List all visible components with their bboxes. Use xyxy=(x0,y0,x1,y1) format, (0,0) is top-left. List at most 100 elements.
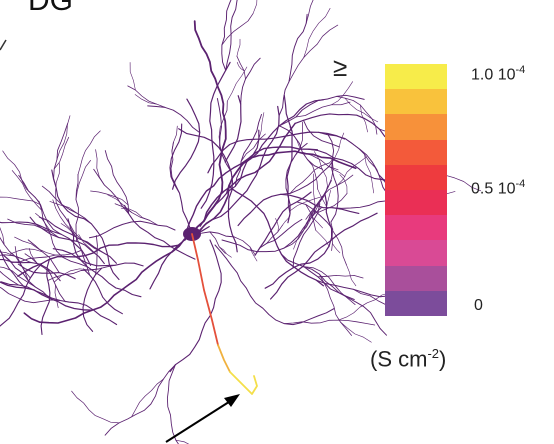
dendrite-branch xyxy=(203,122,296,222)
dendrite-branch xyxy=(340,321,372,343)
dendrite-branch xyxy=(53,123,69,188)
dendrite-branch xyxy=(221,13,254,46)
dendrite-branch xyxy=(75,174,79,242)
dendrite-branch xyxy=(71,390,120,424)
dendrite-branch xyxy=(330,221,347,266)
dendrite-branch xyxy=(17,242,181,277)
panel-edge-mark xyxy=(0,39,7,51)
dendrite-branch xyxy=(237,193,360,227)
dendrite-branch xyxy=(303,7,331,58)
dendrite-branch xyxy=(254,191,312,256)
dendrite-branch xyxy=(0,196,41,206)
dendrite-branch xyxy=(11,170,43,211)
dendrite-branch xyxy=(40,258,51,336)
dendrite-branch xyxy=(258,112,265,141)
colorbar-segment xyxy=(385,89,447,115)
dendrite-branch xyxy=(338,292,391,321)
dendrite-branch xyxy=(224,95,242,163)
dendrite-branch xyxy=(55,202,103,253)
dendrite-branch xyxy=(225,0,238,71)
dendrite-branch xyxy=(129,62,136,91)
dendrite-branch xyxy=(307,159,319,190)
dendrite-branch xyxy=(90,190,129,206)
dendrite-branch xyxy=(198,105,280,233)
dendrite-branch xyxy=(278,13,308,117)
dendrite-branch xyxy=(67,218,142,298)
dendrite-branch xyxy=(336,156,368,186)
highlighted-dendrite xyxy=(229,371,258,395)
dendrite-branch xyxy=(209,231,226,254)
panel-title: DG xyxy=(28,0,73,17)
ge-symbol: ≥ xyxy=(333,52,348,82)
dendrite-branch xyxy=(114,203,159,226)
dendrite-branch xyxy=(270,212,378,300)
dendrite-branch xyxy=(54,284,59,309)
dendrite-branch xyxy=(310,212,323,229)
dendrite-branch xyxy=(282,215,291,226)
dendrite-branch xyxy=(216,98,232,173)
dendrite-branch xyxy=(178,128,238,253)
dendrite-branch xyxy=(23,233,193,324)
dendrite-branch xyxy=(0,250,12,263)
dendrite-branch xyxy=(289,162,330,194)
colorbar-tick-max: 1.0 10-4 xyxy=(471,64,526,84)
dendrite-branch xyxy=(89,220,176,239)
colorbar-segment xyxy=(385,215,447,241)
dendrite-branch xyxy=(339,174,348,194)
dendrite-branch xyxy=(184,146,319,241)
dendrite-branch xyxy=(294,121,303,156)
dendrite-branch xyxy=(0,281,93,311)
dendrite-branch xyxy=(226,66,248,102)
colorbar-tick-min: 0 xyxy=(474,297,483,314)
dendrite-branch xyxy=(27,239,60,274)
dendrite-branch xyxy=(364,153,375,194)
dendrite-branch xyxy=(331,228,334,251)
dendrite-branch xyxy=(302,179,332,232)
dendrite-branch xyxy=(104,150,130,215)
dendrite-branch xyxy=(336,96,378,135)
dendrite-branch xyxy=(280,158,335,195)
dendrite-branch xyxy=(82,268,123,315)
dendrite-branch xyxy=(317,274,364,279)
dendrite-branch xyxy=(317,193,348,213)
dendrite-branch xyxy=(95,149,105,186)
dendrite-branch xyxy=(283,94,293,224)
dendrite-branch xyxy=(218,100,228,156)
dendrite-branch xyxy=(319,273,352,336)
colorbar-segment xyxy=(385,189,447,216)
dendrite-branch xyxy=(344,138,386,181)
dendrite-branch xyxy=(131,378,164,418)
dendrite-branch xyxy=(166,364,179,444)
dendrite-branch xyxy=(0,236,31,279)
dendrite-branch xyxy=(283,319,376,326)
dendrite-branch xyxy=(172,98,201,190)
dendrite-branch xyxy=(199,150,357,231)
colorbar xyxy=(385,64,447,316)
dendrite-branch xyxy=(266,224,283,244)
dendrite-branch xyxy=(51,169,120,281)
dendrite-branch xyxy=(328,166,346,178)
dendrite-branch xyxy=(52,199,73,231)
dendrite-branch xyxy=(275,218,279,233)
dendrite-branch xyxy=(47,264,116,281)
dendrite-branch xyxy=(352,288,387,306)
dendrite-branch xyxy=(444,174,482,192)
dendrite-branch xyxy=(292,203,321,269)
dendrite-branch xyxy=(249,246,258,262)
highlighted-dendrite xyxy=(191,233,219,346)
dendrite-branch xyxy=(0,221,92,266)
dendrite-branch xyxy=(214,244,335,326)
dendrite-branch xyxy=(127,85,166,108)
highlighted-dendrite xyxy=(217,344,231,373)
dendrite-branch xyxy=(56,115,71,161)
dendrite-branch xyxy=(124,204,196,260)
colorbar-segment xyxy=(385,265,447,291)
dendrite-branch xyxy=(221,0,232,71)
annotation-arrow xyxy=(165,394,240,443)
colorbar-segment xyxy=(385,240,447,266)
dendrite-branch xyxy=(171,125,178,152)
dendrite-branch xyxy=(169,239,222,373)
dendrite-branch xyxy=(313,151,328,187)
dendrite-branch xyxy=(0,227,5,245)
